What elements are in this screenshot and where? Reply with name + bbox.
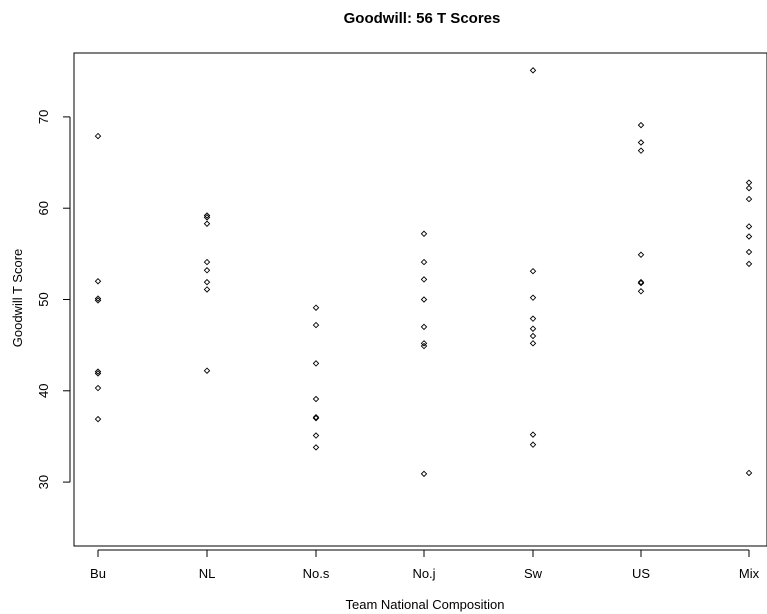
y-tick-label: 50	[36, 292, 51, 306]
data-point	[94, 132, 102, 140]
data-point	[637, 139, 645, 146]
data-point	[529, 67, 537, 74]
data-point	[637, 121, 645, 129]
x-tick-label: Mix	[739, 566, 760, 581]
data-point	[637, 288, 645, 295]
data-point	[94, 384, 102, 392]
data-point	[745, 260, 753, 268]
data-point	[203, 258, 211, 266]
data-point	[745, 195, 753, 203]
y-tick-label: 70	[36, 110, 51, 124]
data-point	[637, 251, 645, 259]
data-point	[529, 315, 537, 322]
data-point	[745, 223, 753, 230]
data-point	[203, 267, 211, 274]
x-tick-label: No.s	[303, 566, 330, 581]
data-point	[312, 304, 320, 311]
data-point	[312, 414, 320, 422]
data-point	[94, 295, 102, 302]
data-point	[745, 469, 753, 477]
data-point	[529, 325, 537, 332]
data-point	[420, 323, 428, 331]
y-tick-label: 30	[36, 475, 51, 489]
x-tick-label: US	[632, 566, 650, 581]
data-point	[203, 212, 211, 219]
data-point	[203, 286, 211, 293]
data-point	[529, 431, 537, 438]
data-point	[420, 296, 428, 303]
data-point	[529, 340, 537, 347]
x-tick-label: No.j	[412, 566, 435, 581]
data-point	[745, 179, 753, 186]
x-axis: Bu NL No.s No.j Sw US Mix	[90, 549, 760, 581]
data-point	[420, 340, 428, 347]
data-point	[420, 342, 428, 350]
data-point	[420, 258, 428, 266]
data-point	[312, 360, 320, 367]
chart-title: Goodwill: 56 T Scores	[344, 10, 501, 27]
x-axis-label: Team National Composition	[346, 597, 505, 612]
data-points	[94, 67, 753, 478]
y-axis: 30 40 50 60 70	[36, 110, 71, 489]
data-point	[312, 321, 320, 329]
data-point	[94, 370, 102, 377]
data-point	[637, 147, 645, 154]
data-point	[745, 248, 753, 256]
data-point	[420, 276, 428, 283]
x-tick-label: NL	[199, 566, 216, 581]
plot-area-frame	[73, 52, 767, 547]
data-point	[637, 278, 645, 286]
data-point	[94, 415, 102, 423]
data-point	[529, 294, 537, 301]
data-point	[745, 184, 753, 192]
data-point	[312, 395, 320, 403]
data-point	[420, 470, 428, 478]
data-point	[529, 441, 537, 448]
data-point	[94, 368, 102, 375]
y-tick-label: 40	[36, 384, 51, 398]
y-axis-label: Goodwill T Score	[10, 249, 25, 348]
data-point	[637, 279, 645, 287]
y-tick-label: 60	[36, 201, 51, 215]
data-point	[745, 233, 753, 240]
data-point	[203, 220, 211, 227]
x-tick-label: Sw	[524, 566, 543, 581]
x-tick-label: Bu	[90, 566, 106, 581]
data-point	[529, 332, 537, 340]
data-point	[94, 278, 102, 285]
data-point	[312, 444, 320, 451]
data-point	[203, 214, 211, 221]
data-point	[203, 367, 211, 374]
data-point	[312, 432, 320, 439]
data-point	[203, 278, 211, 286]
data-point	[529, 267, 537, 275]
data-point	[312, 414, 320, 421]
data-point	[94, 297, 102, 304]
data-point	[420, 230, 428, 238]
